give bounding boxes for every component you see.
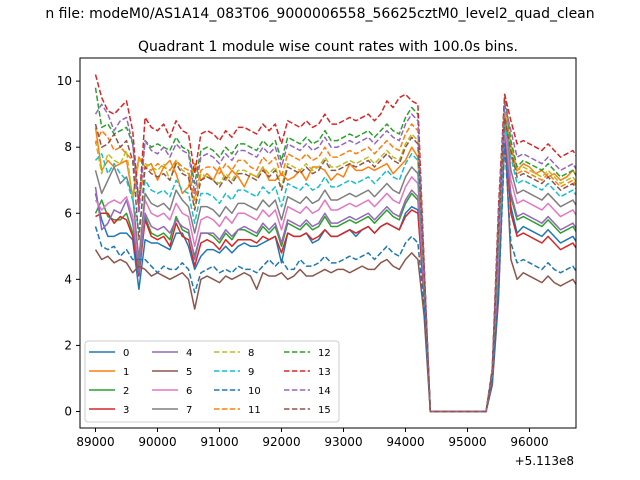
y-tick-label: 2 bbox=[64, 338, 72, 352]
x-tick-label: 91000 bbox=[200, 435, 238, 449]
y-tick-label: 8 bbox=[64, 140, 72, 154]
figure-suptitle: n file: modeM0/AS1A14_083T06_9000006558_… bbox=[45, 6, 594, 22]
y-axis: 0 2 4 6 8 10 bbox=[57, 74, 80, 418]
legend-label-8: 8 bbox=[248, 348, 254, 359]
legend-label-12: 12 bbox=[318, 348, 331, 359]
y-tick-label: 10 bbox=[57, 74, 72, 88]
legend-frame bbox=[84, 340, 340, 423]
x-tick-label: 95000 bbox=[448, 435, 486, 449]
legend-label-2: 2 bbox=[123, 386, 129, 397]
legend-label-0: 0 bbox=[123, 348, 129, 359]
series-line-11 bbox=[94, 103, 576, 413]
series-line-1 bbox=[94, 113, 576, 413]
series-line-12 bbox=[94, 87, 576, 413]
legend-label-4: 4 bbox=[186, 348, 192, 359]
y-tick-label: 0 bbox=[64, 404, 72, 418]
legend-label-10: 10 bbox=[248, 386, 261, 397]
x-tick-label: 89000 bbox=[76, 435, 114, 449]
series-line-9 bbox=[94, 123, 576, 413]
legend-label-1: 1 bbox=[123, 367, 129, 378]
x-offset-label: +5.113e8 bbox=[515, 454, 574, 468]
series-line-14 bbox=[94, 103, 576, 413]
series-line-4 bbox=[94, 139, 576, 413]
series-line-13 bbox=[94, 74, 576, 413]
series-line-5 bbox=[94, 126, 576, 413]
x-tick-label: 96000 bbox=[510, 435, 548, 449]
legend-label-3: 3 bbox=[123, 405, 129, 416]
series-line-7 bbox=[94, 110, 576, 413]
series-line-15 bbox=[94, 116, 576, 413]
x-tick-label: 93000 bbox=[324, 435, 362, 449]
axes-frame bbox=[79, 57, 577, 429]
x-tick-label: 94000 bbox=[386, 435, 424, 449]
y-tick-label: 4 bbox=[64, 272, 72, 286]
legend-label-6: 6 bbox=[186, 386, 192, 397]
series-line-6 bbox=[94, 126, 576, 413]
legend-label-15: 15 bbox=[318, 405, 331, 416]
legend-label-5: 5 bbox=[186, 367, 192, 378]
x-axis: 89000 90000 91000 92000 93000 94000 95000 96000 bbox=[76, 428, 549, 449]
legend-label-14: 14 bbox=[318, 386, 331, 397]
series-layer bbox=[94, 74, 576, 413]
x-tick-label: 90000 bbox=[138, 435, 176, 449]
y-tick-label: 6 bbox=[64, 206, 72, 220]
series-line-8 bbox=[94, 110, 576, 413]
x-tick-label: 92000 bbox=[262, 435, 300, 449]
legend-label-9: 9 bbox=[248, 367, 254, 378]
legend-label-11: 11 bbox=[248, 405, 261, 416]
series-line-3 bbox=[95, 120, 576, 413]
chart-title: Quadrant 1 module wise count rates with … bbox=[138, 39, 518, 55]
legend-label-13: 13 bbox=[318, 367, 331, 378]
legend-label-7: 7 bbox=[186, 405, 192, 416]
series-line-10 bbox=[94, 143, 576, 413]
